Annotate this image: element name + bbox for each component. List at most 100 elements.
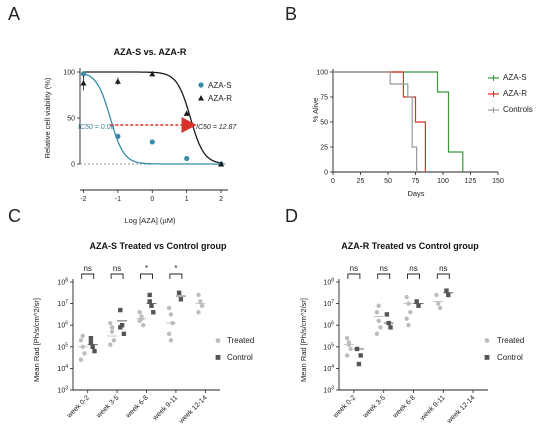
panel-b-xtick-label: 25 <box>357 178 365 185</box>
panel-d-point-treated <box>344 353 350 358</box>
panel-c-point-treated <box>199 303 205 308</box>
panel-c-point-control <box>149 303 154 308</box>
panel-d-point-treated <box>434 292 439 298</box>
panel-d-legend-treated: Treated <box>497 336 524 345</box>
panel-a-point-azar <box>183 110 190 116</box>
panel-a-fit-curve-azas <box>83 73 222 165</box>
panel-b-xtick-label: 75 <box>412 178 420 185</box>
panel-c-point-control <box>88 340 94 345</box>
panel-d-point-treated <box>404 316 409 321</box>
panel-letter-a: A <box>8 4 20 24</box>
panel-d-point-control <box>446 292 451 298</box>
panel-d-point-treated <box>436 301 441 306</box>
panel-d-axes <box>338 279 488 391</box>
panel-d-xtick-label: week 0-2 <box>332 394 358 420</box>
panel-c-xtick-label: week 0-2 <box>65 394 91 420</box>
panel-a-ylabel: Relative cell viability (%) <box>43 77 52 158</box>
panel-c-ytick-label: 107 <box>57 299 68 308</box>
panel-d-ytick-label: 105 <box>323 342 334 351</box>
panel-d-point-control <box>358 353 363 358</box>
panel-c-point-control <box>176 290 182 295</box>
panel-c-point-control <box>178 297 184 302</box>
panel-c-azas-bli: AZA-S Treated vs Control group Mean Rad … <box>32 241 254 382</box>
panel-letter-c: C <box>8 206 21 226</box>
panel-c-point-control <box>92 348 97 354</box>
panel-b-ytick-label: 50 <box>320 120 328 127</box>
panel-a-ytick-label: 0 <box>71 162 75 169</box>
panel-c-sig-bracket <box>140 273 153 279</box>
panel-b-ytick-label: 100 <box>316 70 328 77</box>
panel-b-curve-azar <box>333 71 426 172</box>
panel-d-ytick-label: 108 <box>323 278 334 287</box>
panel-a-dose-response: AZA-S vs. AZA-R Log [AZA] (µM) Relative … <box>43 47 237 225</box>
panel-c-legend-treated: Treated <box>227 336 254 345</box>
panel-d-point-treated <box>348 346 353 352</box>
panel-d-sig-bracket <box>377 273 391 279</box>
panel-c-ytick-label: 106 <box>57 321 68 330</box>
panel-d-sig-label: ns <box>350 264 358 273</box>
panel-c-point-treated <box>196 310 201 315</box>
panel-b-ytick-label: 0 <box>324 170 328 177</box>
panel-b-xtick-label: 150 <box>492 178 504 185</box>
panel-d-xtick-label: week 9-11 <box>419 394 447 422</box>
panel-d-point-treated <box>376 303 381 308</box>
panel-d-point-treated <box>406 323 411 328</box>
panel-c-point-treated <box>137 318 142 324</box>
panel-d-point-treated <box>437 305 443 311</box>
panel-a-ic50-azas: IC50 = 0.06 <box>78 124 114 131</box>
panel-b-curve-azas <box>333 71 464 172</box>
panel-d-xtick-label: week 12-14 <box>445 394 476 425</box>
panel-c-point-treated <box>198 299 203 304</box>
panel-c-point-treated <box>111 338 117 343</box>
panel-a-legend-azar: AZA-R <box>208 94 232 103</box>
panel-b-legend-controls: Controls <box>503 105 533 114</box>
panel-d-ytick-label: 106 <box>323 321 334 330</box>
panel-c-legend-marker-treated <box>215 338 221 343</box>
panel-c-sig-label: * <box>145 264 148 273</box>
panel-b-legend-azar: AZA-R <box>503 89 527 98</box>
panel-c-xtick-label: week 9-11 <box>151 394 179 422</box>
panel-c-title: AZA-S Treated vs Control group <box>89 241 227 251</box>
panel-b-ytick-label: 25 <box>320 145 328 152</box>
panel-d-point-control <box>444 288 449 293</box>
panel-c-legend-marker-control <box>215 355 221 360</box>
panel-c-ytick-label: 104 <box>57 364 68 373</box>
panel-c-point-control <box>151 310 156 315</box>
panel-c-point-treated <box>80 333 85 339</box>
panel-c-legend-control: Control <box>227 353 253 362</box>
panel-d-legend-control: Control <box>497 353 523 362</box>
panel-c-point-treated <box>141 323 146 328</box>
panel-d-point-treated <box>374 310 380 315</box>
panel-d-point-treated <box>378 325 383 330</box>
panel-c-sig-label: * <box>174 264 177 273</box>
panel-d-point-control <box>384 312 390 317</box>
panel-d-ylabel: Mean Rad [Ph/s/cm^2/sr] <box>299 298 308 382</box>
panel-d-sig-bracket <box>407 273 420 279</box>
panel-b-xlabel: Days <box>407 189 424 198</box>
panel-c-ytick-label: 105 <box>57 342 68 351</box>
panel-b-survival: Days % Alive AZA-S AZA-R Controls <box>311 73 533 198</box>
panel-letter-d: D <box>285 206 298 226</box>
panel-c-sig-bracket <box>81 273 95 279</box>
panel-d-point-control <box>414 299 419 304</box>
panel-c-point-control <box>88 335 94 341</box>
panel-d-point-treated <box>408 310 413 315</box>
panel-d-point-control <box>416 303 421 308</box>
panel-c-sig-bracket <box>110 273 124 279</box>
panel-c-point-control <box>90 344 95 349</box>
panel-c-sig-bracket <box>169 273 183 279</box>
panel-a-legend-marker-azar <box>198 95 204 101</box>
panel-a-xtick-label: 1 <box>185 196 189 203</box>
panel-a-point-azar <box>149 70 156 77</box>
panel-c-sig-label: ns <box>113 264 121 273</box>
panel-c-point-treated <box>109 329 115 334</box>
panel-b-curve-controls <box>333 71 418 172</box>
panel-d-sig-bracket <box>436 273 450 279</box>
panel-a-point-azas <box>184 155 190 162</box>
panel-a-xtick-label: -2 <box>80 196 86 203</box>
panel-c-point-control <box>118 325 123 330</box>
panel-d-title: AZA-R Treated vs Control group <box>341 241 479 251</box>
panel-c-point-treated <box>166 305 172 311</box>
panel-d-ytick-label: 104 <box>323 364 334 373</box>
panel-d-point-treated <box>374 331 380 337</box>
